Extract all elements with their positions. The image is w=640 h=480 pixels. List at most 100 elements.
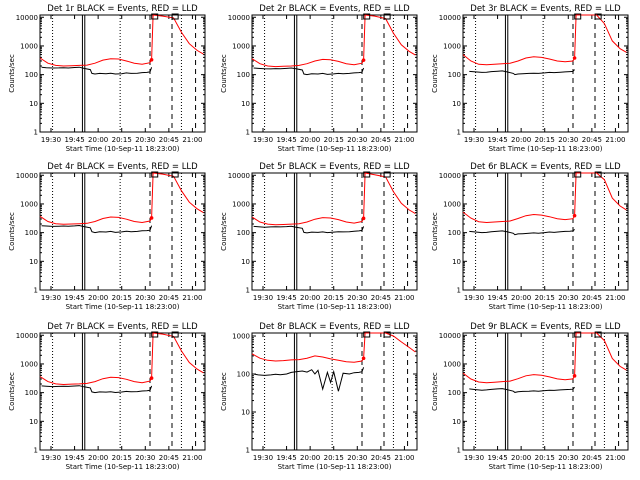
y-tick-label: 10 — [29, 418, 38, 426]
x-axis-label: Start Time (10-Sep-11 18:23:00) — [66, 303, 180, 311]
y-tick-label: 10 — [29, 100, 38, 108]
top-marker — [594, 13, 602, 20]
x-tick-label: 19:45 — [276, 136, 296, 144]
x-tick-label: 20:45 — [582, 136, 602, 144]
x-tick-label: 19:45 — [487, 136, 507, 144]
x-tick-label: 19:45 — [64, 136, 84, 144]
step-marker — [149, 376, 154, 380]
x-tick-label: 19:30 — [41, 136, 61, 144]
x-tick-label: 20:30 — [558, 294, 578, 302]
y-tick-label: 100 — [448, 389, 461, 397]
top-marker — [151, 171, 159, 178]
y-tick-label: 1000 — [232, 333, 250, 341]
y-tick-label: 10000 — [16, 14, 38, 22]
events-series-line — [41, 385, 153, 394]
x-tick-label: 19:30 — [41, 294, 61, 302]
top-marker — [171, 331, 179, 338]
x-tick-label: 19:45 — [487, 454, 507, 462]
top-marker — [363, 171, 371, 178]
plot-frame — [251, 14, 418, 133]
x-tick-label: 20:30 — [558, 136, 578, 144]
y-tick-label: 1 — [457, 129, 461, 137]
y-tick-label: 100 — [237, 229, 250, 237]
step-marker — [149, 57, 154, 62]
x-tick-label: 19:45 — [64, 454, 84, 462]
events-series-line — [253, 67, 365, 76]
events-series-line — [469, 69, 575, 76]
x-tick-label: 20:00 — [511, 454, 531, 462]
panel-9: Det 9r BLACK = Events, RED = LLD 1 10 100 10… — [431, 322, 629, 471]
plot-frame — [462, 172, 629, 291]
y-tick-label: 10000 — [439, 332, 461, 340]
x-tick-label: 19:30 — [464, 454, 484, 462]
y-tick-label: 100 — [237, 371, 250, 379]
x-tick-label: 19:30 — [253, 136, 273, 144]
events-series-line — [41, 66, 153, 75]
x-tick-label: 20:00 — [88, 294, 108, 302]
x-tick-label: 20:45 — [582, 454, 602, 462]
panel-2: Det 2r BLACK = Events, RED = LLD 1 10 100 10… — [220, 4, 418, 153]
y-tick-label: 1000 — [443, 200, 461, 208]
y-tick-label: 100 — [237, 71, 250, 79]
x-tick-label: 20:30 — [135, 454, 155, 462]
x-tick-label: 20:15 — [535, 454, 555, 462]
panel-title: Det 9r BLACK = Events, RED = LLD — [470, 322, 621, 332]
x-tick-label: 19:45 — [276, 454, 296, 462]
y-tick-label: 10000 — [16, 332, 38, 340]
y-tick-label: 100 — [25, 389, 38, 397]
y-axis-label: Counts/sec — [431, 372, 439, 411]
x-tick-label: 20:15 — [535, 294, 555, 302]
plot-frame — [39, 332, 206, 451]
y-tick-label: 1 — [457, 447, 461, 455]
x-tick-label: 20:15 — [112, 454, 132, 462]
y-tick-label: 1000 — [232, 42, 250, 50]
events-series-line — [253, 225, 365, 234]
top-marker — [574, 171, 582, 178]
y-axis-label: Counts/sec — [8, 54, 16, 93]
y-axis-label: Counts/sec — [220, 372, 228, 411]
x-tick-label: 21:00 — [394, 454, 414, 462]
x-tick-label: 20:45 — [371, 454, 391, 462]
top-marker — [151, 13, 159, 20]
top-marker — [594, 331, 602, 338]
plot-frame — [251, 332, 418, 451]
x-tick-label: 21:00 — [182, 294, 202, 302]
y-tick-label: 10 — [452, 258, 461, 266]
x-tick-label: 20:15 — [324, 136, 344, 144]
x-tick-label: 21:00 — [182, 136, 202, 144]
x-tick-label: 20:45 — [371, 136, 391, 144]
lld-series-line — [39, 172, 204, 225]
step-marker — [361, 356, 366, 361]
x-tick-label: 19:45 — [276, 294, 296, 302]
y-tick-label: 10 — [241, 100, 250, 108]
x-axis-label: Start Time (10-Sep-11 18:23:00) — [489, 463, 603, 471]
top-marker — [383, 331, 391, 338]
x-tick-label: 20:30 — [135, 136, 155, 144]
lld-series-line — [251, 172, 416, 226]
y-tick-label: 1000 — [443, 42, 461, 50]
y-tick-label: 10 — [452, 100, 461, 108]
x-tick-label: 19:45 — [487, 294, 507, 302]
y-tick-label: 1 — [34, 447, 38, 455]
panel-7: Det 7r BLACK = Events, RED = LLD 1 10 100 10… — [8, 322, 206, 471]
panel-1: Det 1r BLACK = Events, RED = LLD 1 10 100 10… — [8, 4, 206, 153]
y-axis-label: Counts/sec — [220, 54, 228, 93]
y-axis-label: Counts/sec — [220, 212, 228, 251]
plot-frame — [462, 14, 629, 133]
y-tick-label: 1000 — [20, 200, 38, 208]
y-tick-label: 100 — [25, 71, 38, 79]
x-tick-label: 20:45 — [159, 136, 179, 144]
events-series-line — [253, 367, 365, 392]
y-tick-label: 1 — [34, 287, 38, 295]
x-tick-label: 21:00 — [605, 136, 625, 144]
y-axis-label: Counts/sec — [8, 212, 16, 251]
y-tick-label: 100 — [25, 229, 38, 237]
x-tick-label: 21:00 — [605, 294, 625, 302]
top-marker — [151, 331, 159, 338]
x-tick-label: 20:45 — [159, 294, 179, 302]
top-marker — [574, 13, 582, 20]
y-tick-label: 1 — [246, 129, 250, 137]
x-tick-label: 19:45 — [64, 294, 84, 302]
x-tick-label: 20:15 — [324, 454, 344, 462]
x-tick-label: 20:00 — [300, 136, 320, 144]
